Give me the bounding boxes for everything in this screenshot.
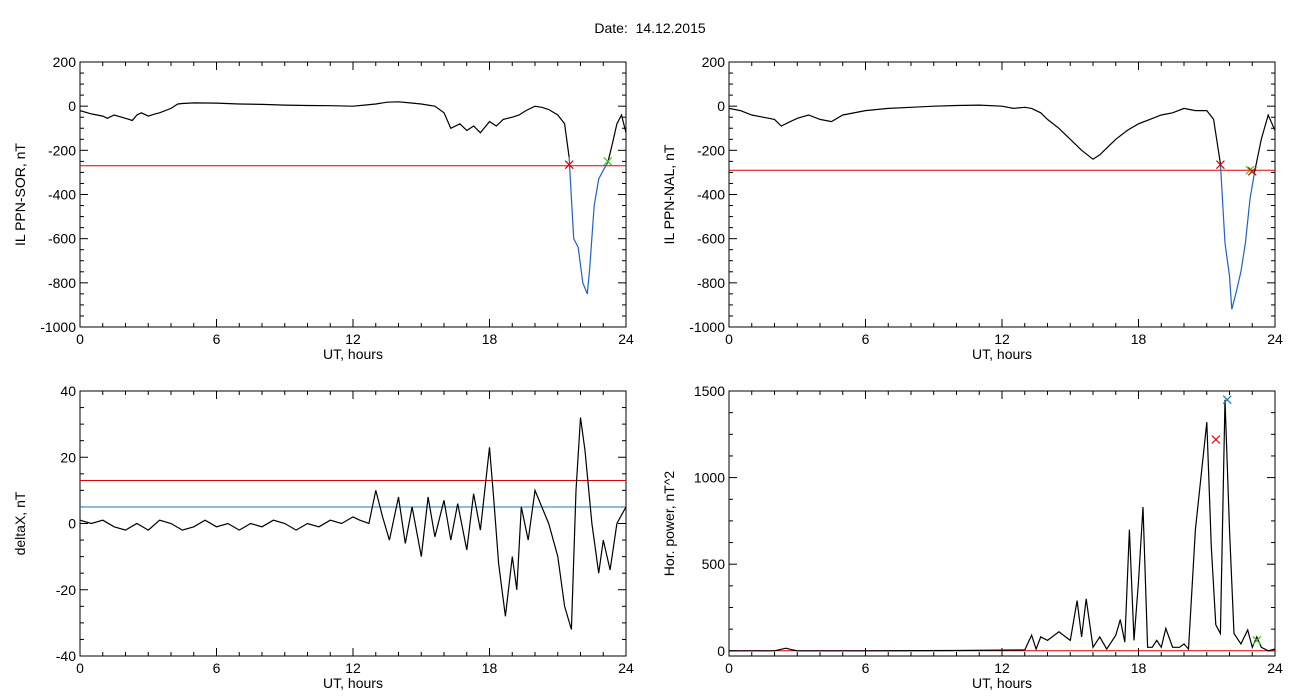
x-tick-label: 12: [345, 331, 361, 347]
y-tick-label: -400: [697, 187, 725, 203]
y-tick-label: -200: [48, 142, 76, 158]
y-axis-title: Hor. power, nT^2: [661, 471, 677, 577]
marker-cross: [1211, 435, 1221, 444]
y-tick-label: -200: [697, 142, 725, 158]
series-line: [729, 104, 1221, 164]
x-tick-label: 6: [213, 331, 221, 347]
y-tick-label: -400: [48, 187, 76, 203]
marker-cross: [1222, 395, 1232, 405]
y-tick-label: 40: [60, 383, 76, 399]
x-axis-title: UT, hours: [323, 675, 383, 691]
y-tick-label: 20: [60, 449, 76, 465]
x-tick-label: 0: [725, 331, 733, 347]
marker-stroke: [1252, 635, 1262, 645]
x-tick-label: 18: [482, 331, 498, 347]
marker-cross: [603, 156, 613, 166]
x-tick-label: 18: [1131, 331, 1147, 347]
chart-deltax: 0 6 12 18 24 -40 -20 0 20 40 UT, hours deltaX, nT: [12, 383, 634, 691]
marker-stroke: [1211, 435, 1221, 444]
series-line: [607, 113, 626, 163]
x-tick-label: 0: [76, 660, 84, 676]
marker-stroke: [564, 160, 574, 170]
marker-stroke: [1245, 165, 1255, 175]
x-tick-label: 18: [1131, 660, 1147, 676]
y-axis-title: IL PPN-NAL, nT: [661, 144, 677, 244]
y-axis-title: IL PPN-SOR, nT: [12, 143, 28, 246]
x-axis-title: UT, hours: [972, 675, 1032, 691]
x-tick-label: 24: [618, 331, 634, 347]
x-tick-label: 12: [994, 660, 1010, 676]
series-line: [80, 101, 570, 158]
y-tick-label: -800: [48, 275, 76, 291]
plot-frame: [79, 61, 627, 328]
series-line: [1253, 113, 1275, 173]
y-tick-label: 0: [68, 98, 76, 114]
marker-cross: [1245, 165, 1255, 175]
x-axis-title: UT, hours: [972, 346, 1032, 362]
x-tick-label: 6: [862, 331, 870, 347]
chart-sor: 0 6 12 18 24 -1000 -800 -600 -400 -200 0 200 UT, hou…: [12, 54, 634, 362]
series-line: [1219, 163, 1256, 310]
y-tick-label: -600: [48, 231, 76, 247]
x-tick-label: 24: [618, 660, 634, 676]
series-line: [729, 399, 1275, 652]
x-tick-label: 6: [862, 660, 870, 676]
series-line: [80, 417, 626, 630]
y-tick-label: -800: [697, 275, 725, 291]
plot-frame: [728, 61, 1276, 328]
y-tick-label: 0: [68, 516, 76, 532]
y-tick-label: 200: [53, 54, 77, 70]
marker-stroke: [603, 156, 613, 166]
chart-nal: 0 6 12 18 24 -1000 -800 -600 -400 -200 0 200 UT, hou…: [661, 54, 1283, 362]
plot-frame: [728, 390, 1276, 657]
y-tick-label: 1000: [694, 470, 725, 486]
marker-cross: [1247, 166, 1257, 176]
x-tick-label: 24: [1267, 660, 1283, 676]
y-tick-label: 500: [702, 556, 726, 572]
y-tick-label: -600: [697, 231, 725, 247]
plot-frame: [79, 390, 627, 657]
series-line: [568, 156, 609, 295]
x-tick-label: 6: [213, 660, 221, 676]
marker-stroke: [1247, 166, 1257, 176]
y-tick-label: -20: [56, 582, 76, 598]
marker-stroke: [1215, 160, 1225, 170]
y-tick-label: 200: [702, 54, 726, 70]
marker-cross: [1252, 635, 1262, 645]
y-tick-label: -1000: [40, 319, 76, 335]
x-tick-label: 0: [76, 331, 84, 347]
x-tick-label: 12: [994, 331, 1010, 347]
chart-power: 0 6 12 18 24 0 500 1000 1500 UT, hours Hor. power,…: [661, 383, 1283, 691]
x-tick-label: 18: [482, 660, 498, 676]
x-tick-label: 0: [725, 660, 733, 676]
x-tick-label: 24: [1267, 331, 1283, 347]
marker-cross: [564, 160, 574, 170]
x-axis-title: UT, hours: [323, 346, 383, 362]
y-tick-label: -40: [56, 648, 76, 664]
x-tick-label: 12: [345, 660, 361, 676]
y-tick-label: 0: [717, 98, 725, 114]
marker-cross: [1215, 160, 1225, 170]
marker-stroke: [1222, 395, 1232, 405]
page-title: Date: 14.12.2015: [594, 20, 706, 36]
y-tick-label: 1500: [694, 383, 725, 399]
y-axis-title: deltaX, nT: [12, 491, 28, 555]
y-tick-label: -1000: [689, 319, 725, 335]
y-tick-label: 0: [717, 643, 725, 659]
